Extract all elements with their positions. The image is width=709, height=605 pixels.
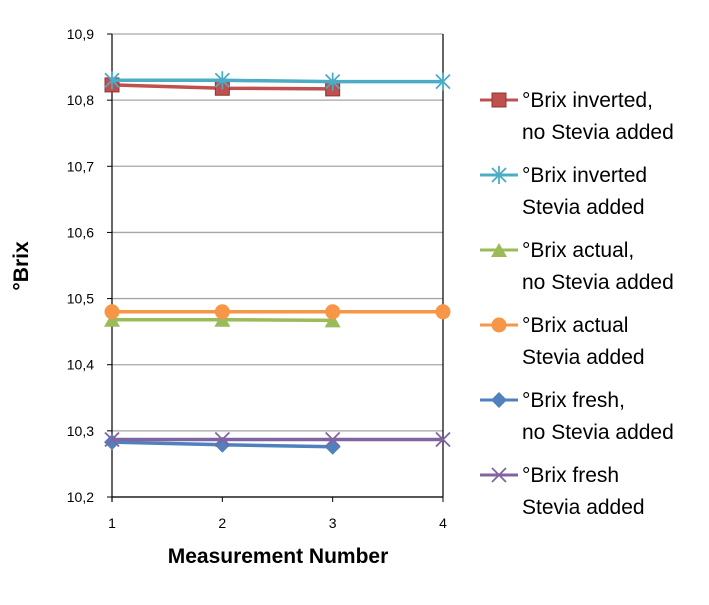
legend-item: °Brix fresh Stevia added xyxy=(480,464,645,519)
circle-marker xyxy=(325,304,341,320)
legend-label: no Stevia added xyxy=(522,121,674,144)
legend-label: Stevia added xyxy=(522,496,645,519)
x-marker xyxy=(104,431,120,448)
circle-marker xyxy=(104,304,120,320)
legend-item: °Brix inverted Stevia added xyxy=(480,164,647,219)
triangle-marker xyxy=(214,312,231,327)
x-tick-label: 4 xyxy=(439,515,447,531)
y-tick-label: 10,2 xyxy=(67,489,94,505)
star-marker xyxy=(214,71,230,90)
legend-label: no Stevia added xyxy=(522,421,674,444)
legend-item: °Brix inverted, no Stevia added xyxy=(480,89,674,144)
legend-label: °Brix fresh, xyxy=(522,389,625,412)
legend-label: no Stevia added xyxy=(522,271,674,294)
legend-label: °Brix inverted xyxy=(522,164,647,187)
y-tick-label: 10,7 xyxy=(67,158,94,174)
series-1 xyxy=(104,71,451,91)
circle-marker xyxy=(435,304,451,320)
legend-item: °Brix fresh, no Stevia added xyxy=(480,389,674,444)
star-marker xyxy=(491,166,507,184)
triangle-marker xyxy=(491,243,507,257)
legend-label: °Brix inverted, xyxy=(522,89,653,112)
star-marker xyxy=(435,72,451,91)
x-marker xyxy=(435,431,451,448)
y-tick-label: 10,5 xyxy=(67,291,94,307)
series-4 xyxy=(104,434,341,455)
legend-label: Stevia added xyxy=(522,346,645,369)
y-tick-label: 10,6 xyxy=(67,224,94,240)
square-marker xyxy=(491,92,507,108)
x-axis-label: Measurement Number xyxy=(168,545,389,568)
x-marker xyxy=(491,467,507,483)
x-tick-label: 3 xyxy=(329,515,337,531)
legend-item: °Brix actual, no Stevia added xyxy=(480,239,674,294)
y-tick-label: 10,4 xyxy=(67,357,94,373)
y-tick-label: 10,9 xyxy=(67,26,94,42)
y-tick-label: 10,8 xyxy=(67,92,94,108)
star-marker xyxy=(104,71,120,90)
series-5 xyxy=(104,431,451,448)
triangle-marker xyxy=(324,313,341,328)
circle-marker xyxy=(491,317,507,333)
legend-label: Stevia added xyxy=(522,196,645,219)
x-marker xyxy=(214,431,230,448)
y-tick-label: 10,3 xyxy=(67,423,94,439)
series-2 xyxy=(104,312,341,328)
diamond-marker xyxy=(491,392,507,408)
triangle-marker xyxy=(104,312,120,327)
legend-label: °Brix fresh xyxy=(522,464,619,487)
series-3 xyxy=(104,304,451,320)
legend-label: °Brix actual, xyxy=(522,239,634,262)
x-marker xyxy=(325,431,341,448)
legend-item: °Brix actual Stevia added xyxy=(480,314,645,369)
series-line xyxy=(112,78,443,84)
y-axis-label: °Brix xyxy=(10,241,33,291)
x-tick-label: 1 xyxy=(108,515,116,531)
x-tick-label: 2 xyxy=(218,515,226,531)
star-marker xyxy=(325,72,341,91)
legend-label: °Brix actual xyxy=(522,314,628,337)
circle-marker xyxy=(214,304,230,320)
diamond-marker xyxy=(104,434,120,451)
